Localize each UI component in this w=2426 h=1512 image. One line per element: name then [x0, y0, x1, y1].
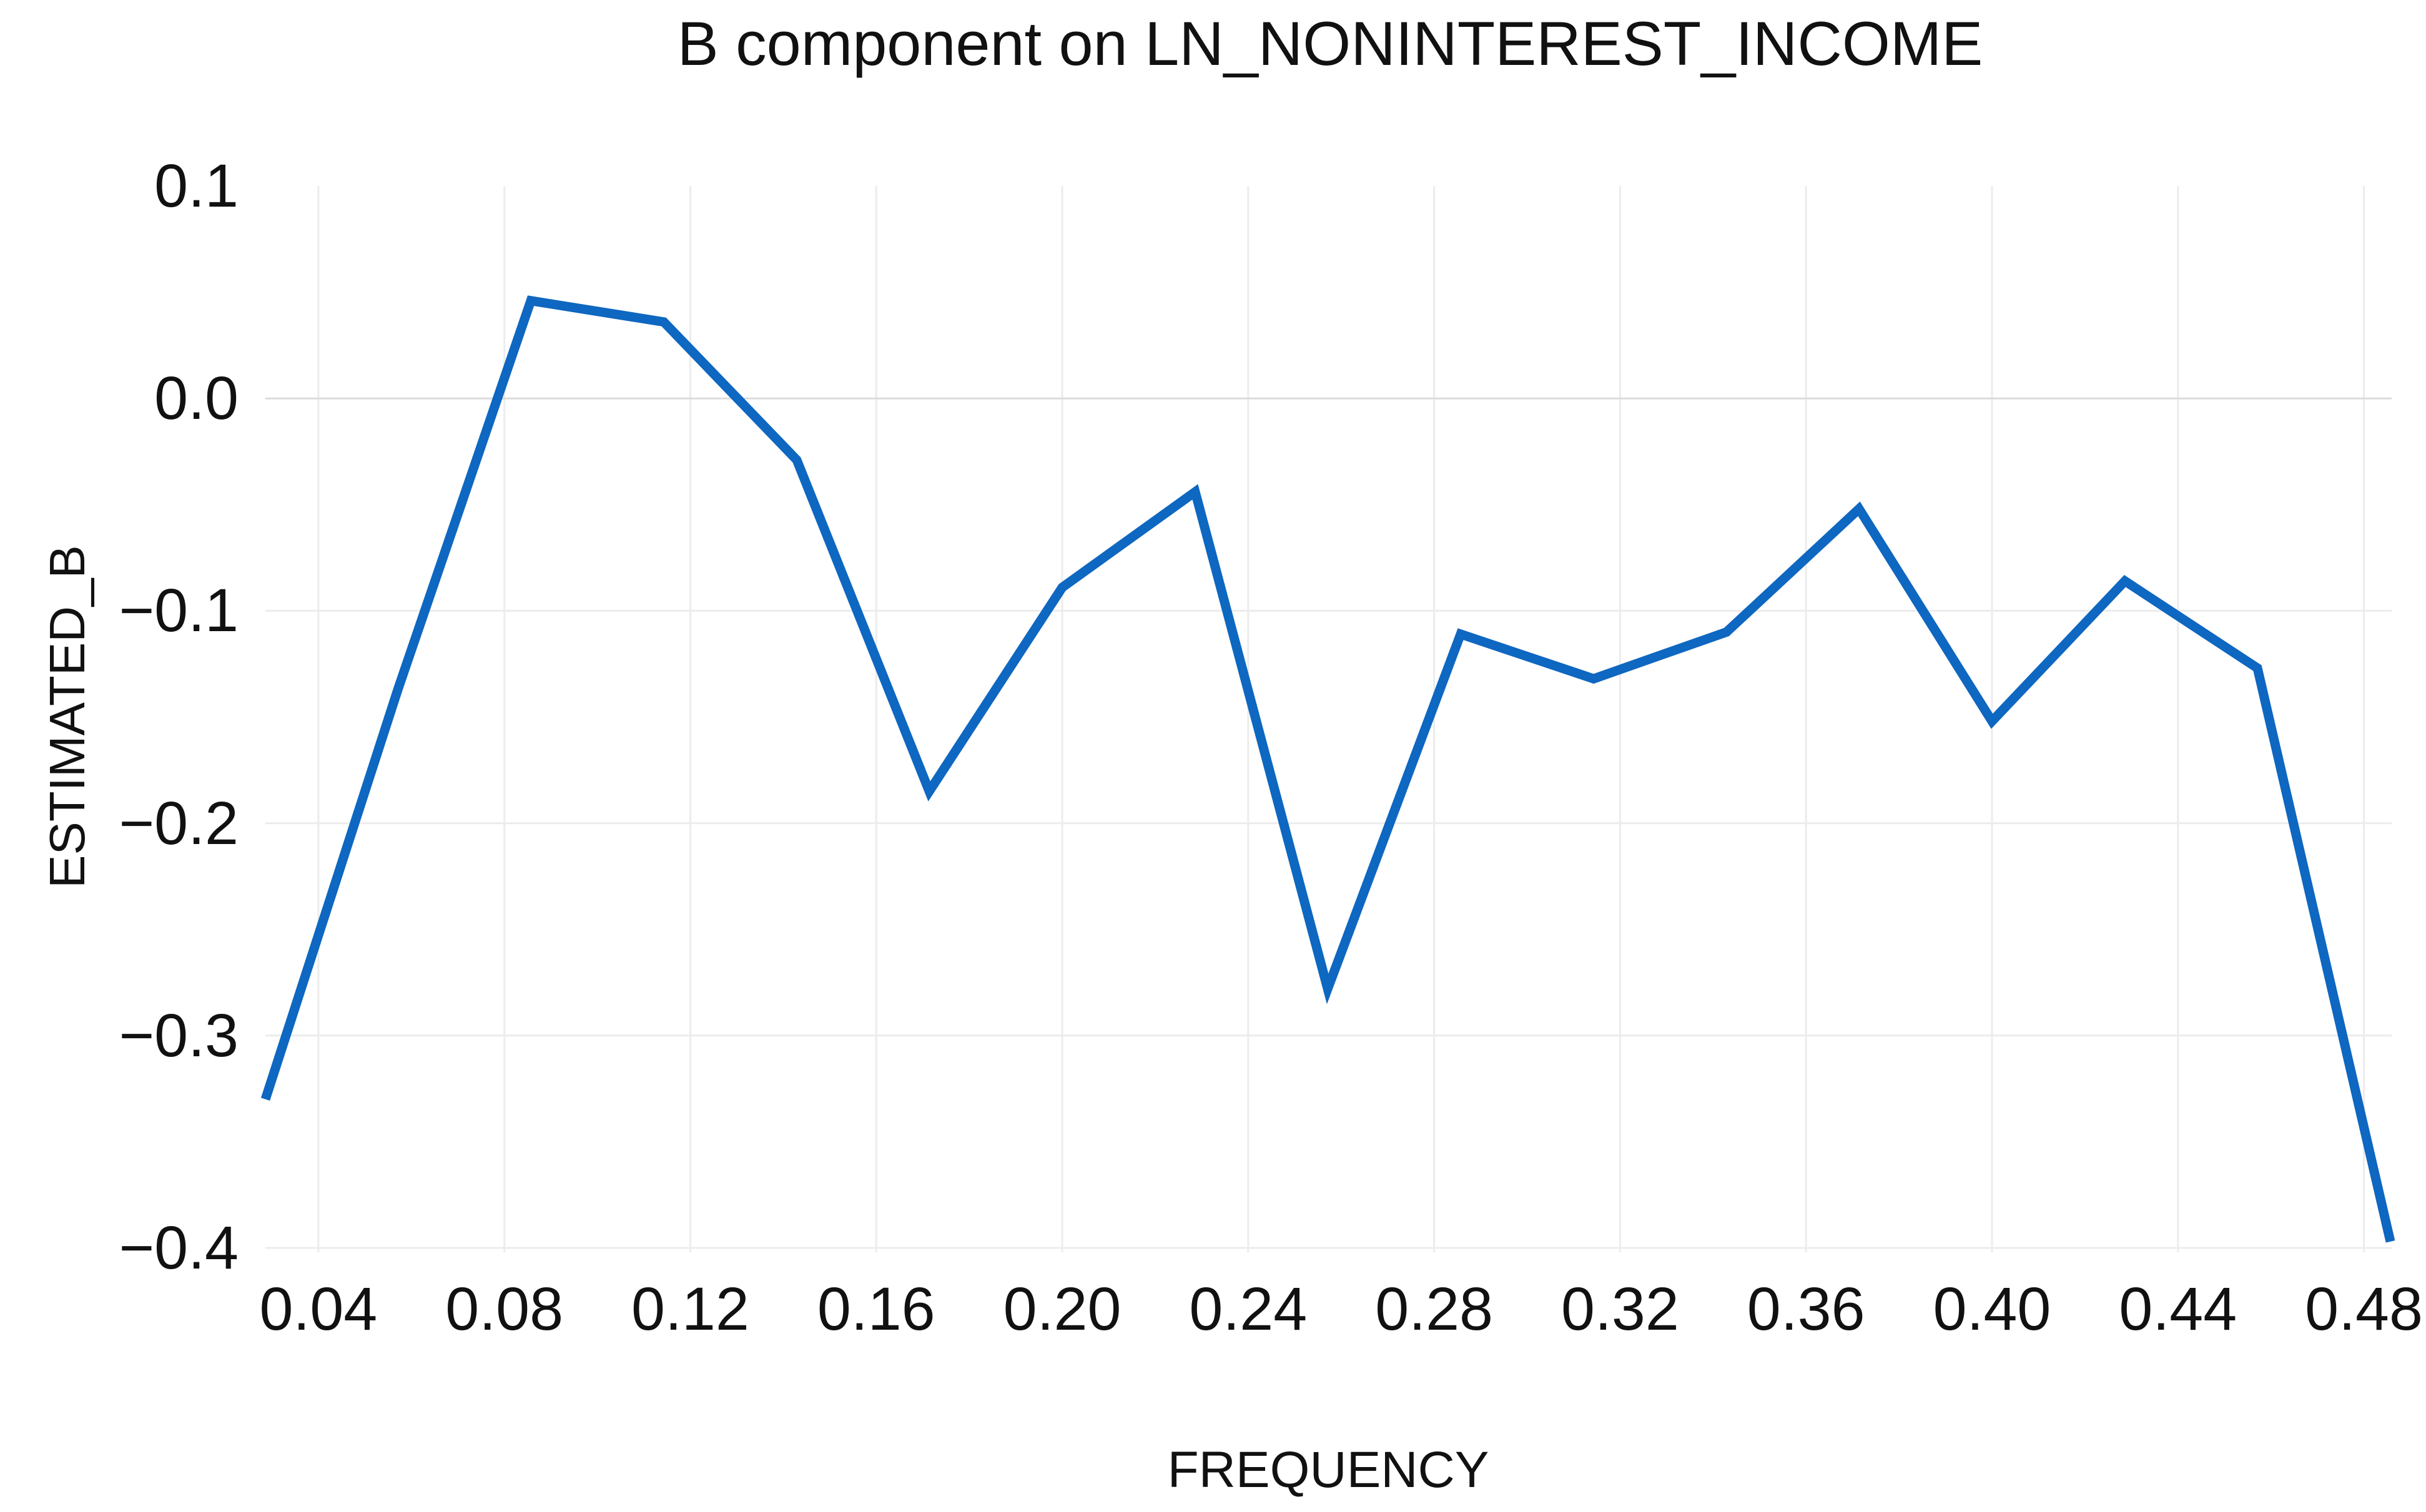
series-line [260, 295, 2395, 1243]
x-tick-label: 0.08 [445, 1275, 564, 1343]
x-tick-label: 0.24 [1189, 1275, 1308, 1343]
x-tick-label: 0.28 [1375, 1275, 1493, 1343]
y-tick-label: −0.1 [119, 576, 239, 645]
chart-title: B component on LN_NONINTEREST_INCOME [677, 9, 1983, 78]
x-tick-label: 0.36 [1747, 1275, 1865, 1343]
x-tick-label: 0.48 [2305, 1275, 2423, 1343]
x-tick-label: 0.20 [1003, 1275, 1122, 1343]
x-axis-title: FREQUENCY [1167, 1441, 1489, 1498]
y-tick-label: 0.0 [154, 364, 239, 433]
y-tick-label: 0.1 [154, 152, 239, 220]
x-tick-label: 0.16 [817, 1275, 935, 1343]
x-tick-label: 0.04 [259, 1275, 378, 1343]
x-tick-label: 0.44 [2119, 1275, 2237, 1343]
x-tick-label: 0.40 [1933, 1275, 2051, 1343]
y-tick-label: −0.2 [119, 788, 239, 857]
x-tick-label: 0.32 [1561, 1275, 1679, 1343]
x-tick-label: 0.12 [631, 1275, 749, 1343]
y-tick-label: −0.3 [119, 1001, 239, 1069]
y-tick-label: −0.4 [119, 1214, 239, 1282]
